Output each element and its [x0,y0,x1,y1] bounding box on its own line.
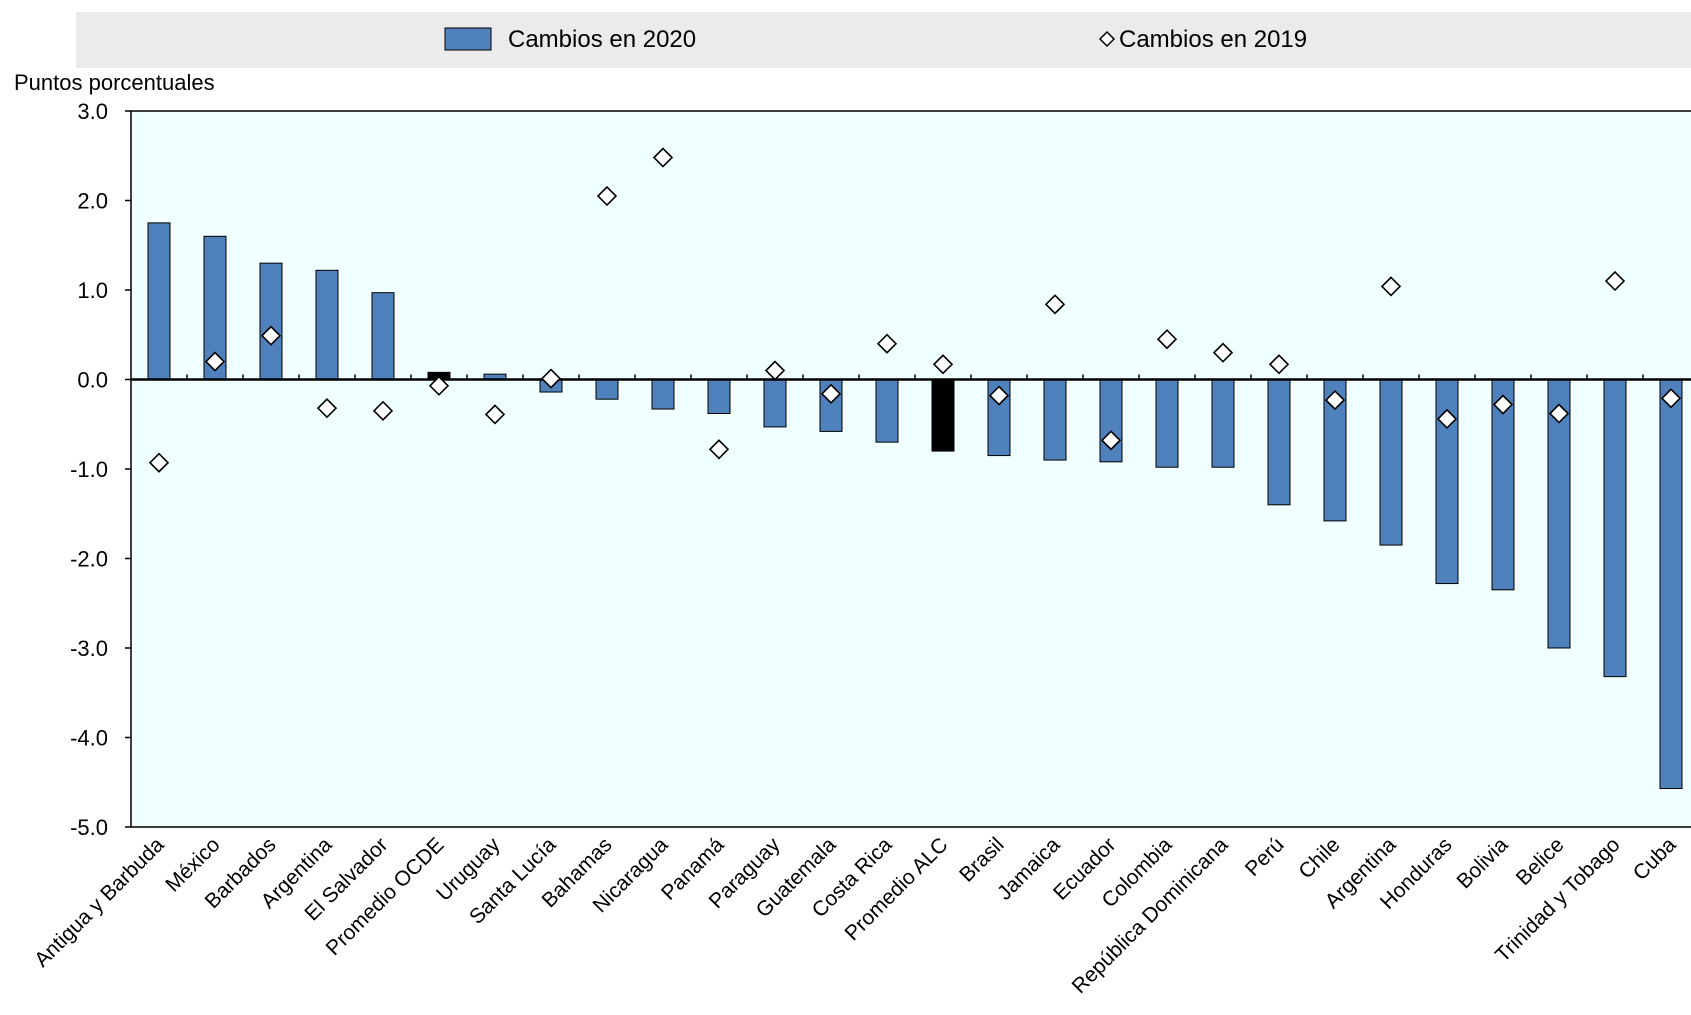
y-tick-label: 3.0 [77,99,108,124]
bar-2020 [1043,379,1067,461]
y-tick-label: -5.0 [70,815,108,840]
marker-2019 [316,398,338,419]
y-axis-label: Puntos porcentuales [14,70,215,95]
y-tick-label: 2.0 [77,189,108,214]
marker-2019 [260,325,282,346]
bar-2020 [1155,379,1179,468]
marker-2019 [932,354,954,375]
chart-marks [131,147,1691,790]
marker-2019 [652,147,674,168]
marker-2019 [372,400,394,421]
y-tick-label: -3.0 [70,636,108,661]
legend-label-2020: Cambios en 2020 [508,26,696,53]
bar-2020 [1603,379,1627,678]
legend: Cambios en 2020 Cambios en 2019 [444,26,1307,53]
category-label: Brasil [955,833,1008,886]
marker-2019 [1492,394,1514,415]
marker-2019 [1100,430,1122,451]
marker-2019 [820,383,842,404]
marker-2019 [428,375,450,396]
legend-marker-2019 [1098,30,1116,48]
legend-label-2019: Cambios en 2019 [1119,26,1307,53]
bar-2020 [1267,379,1291,506]
bar-2020 [707,379,731,415]
bar-2020 [763,379,787,428]
bar-2020 [595,379,619,400]
bar-2020 [1659,379,1683,790]
bar-2020 [315,269,339,380]
marker-2019 [484,404,506,425]
category-label: Chile [1294,833,1344,883]
legend-background [76,12,1691,68]
y-tick-label: -2.0 [70,547,108,572]
marker-2019 [1604,270,1626,292]
marker-2019 [596,185,618,207]
marker-2019 [1212,342,1234,363]
y-tick-label: -1.0 [70,457,108,482]
category-label: Cuba [1629,833,1681,885]
x-axis: Antigua y BarbudaMéxicoBarbadosArgentina… [30,833,1681,998]
marker-2019 [764,360,786,381]
marker-2019 [1268,354,1290,375]
category-label: Perú [1241,833,1289,881]
marker-2019 [1156,329,1178,350]
marker-2019 [540,368,562,389]
category-label: Promedio ALC [841,833,953,945]
bar-2020 [147,222,171,380]
marker-2019 [1380,276,1402,297]
marker-2019 [876,333,898,354]
bar-2020 [371,292,395,380]
plot-background [131,111,1691,827]
bar-2020 [259,262,283,380]
marker-2019 [708,439,730,460]
legend-swatch-2020 [444,27,492,51]
marker-2019 [204,351,226,372]
bar-2020 [875,379,899,443]
marker-2019 [148,452,170,473]
y-tick-label: 1.0 [77,278,108,303]
marker-2019 [1660,388,1682,409]
y-axis: 3.0 2.0 1.0 0.0 -1.0 -2.0 -3.0 -4.0 -5.0 [70,99,131,840]
category-label: Antigua y Barbuda [30,833,169,972]
y-tick-label: 0.0 [77,368,108,393]
marker-2019 [1548,403,1570,424]
marker-2019 [1436,408,1458,430]
marker-2019 [988,385,1010,406]
bar-2020 [931,379,955,452]
marker-2019 [1044,294,1066,315]
category-label: Bolivia [1453,833,1513,893]
bar-2020 [651,379,675,410]
marker-2019 [1324,389,1346,411]
y-tick-label: -4.0 [70,726,108,751]
bar-2020 [1379,379,1403,546]
bar-2020 [1211,379,1235,468]
